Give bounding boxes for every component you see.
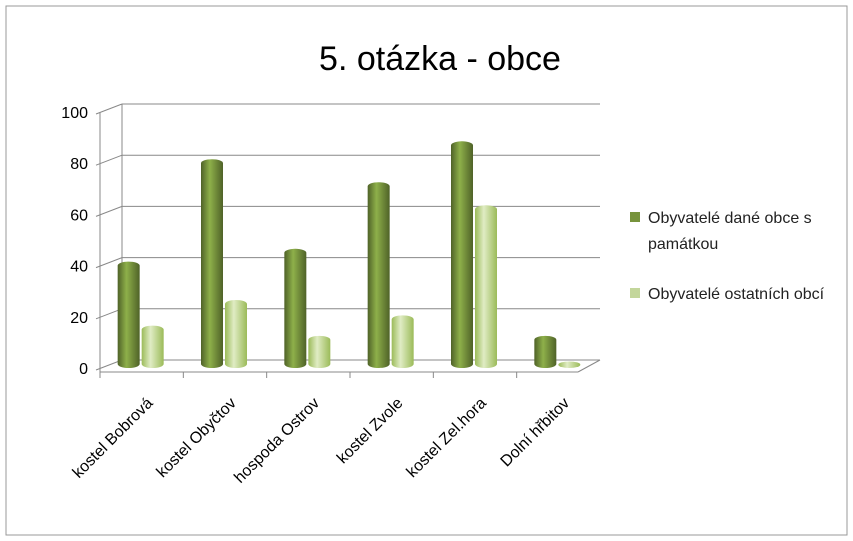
bar xyxy=(367,182,390,368)
legend-label: Obyvatelé ostatních obcí xyxy=(648,286,825,303)
bar xyxy=(225,300,247,368)
bar xyxy=(308,335,331,368)
y-tick-label: 80 xyxy=(70,156,88,173)
bar xyxy=(534,335,557,368)
grid-line-side xyxy=(95,154,123,166)
bar xyxy=(475,205,497,368)
grid-line-side xyxy=(95,257,123,269)
legend-label: Obyvatelé dané obce s památkou xyxy=(648,210,812,253)
y-tick-label: 60 xyxy=(70,207,88,224)
legend-swatch xyxy=(630,212,640,222)
bar xyxy=(558,361,581,368)
y-tick-label: 20 xyxy=(70,310,88,327)
bar xyxy=(117,261,140,368)
bar xyxy=(391,315,414,368)
bar xyxy=(141,325,164,368)
chart-title: 5. otázka - obce xyxy=(319,40,561,78)
grid-line-side xyxy=(95,205,123,217)
grid-line-side xyxy=(95,103,123,115)
legend-item: Obyvatelé ostatních obcí xyxy=(630,282,845,308)
y-tick-label: 0 xyxy=(79,361,88,378)
y-tick-label: 40 xyxy=(70,259,88,276)
legend: Obyvatelé dané obce s památkou Obyvatelé … xyxy=(630,206,845,332)
bar xyxy=(451,141,473,368)
bar xyxy=(201,159,223,368)
bar xyxy=(284,248,307,368)
legend-item: Obyvatelé dané obce s památkou xyxy=(630,206,845,258)
legend-swatch xyxy=(630,288,640,298)
y-tick-label: 100 xyxy=(61,105,88,122)
floor xyxy=(577,359,601,373)
chart-border xyxy=(5,5,848,536)
